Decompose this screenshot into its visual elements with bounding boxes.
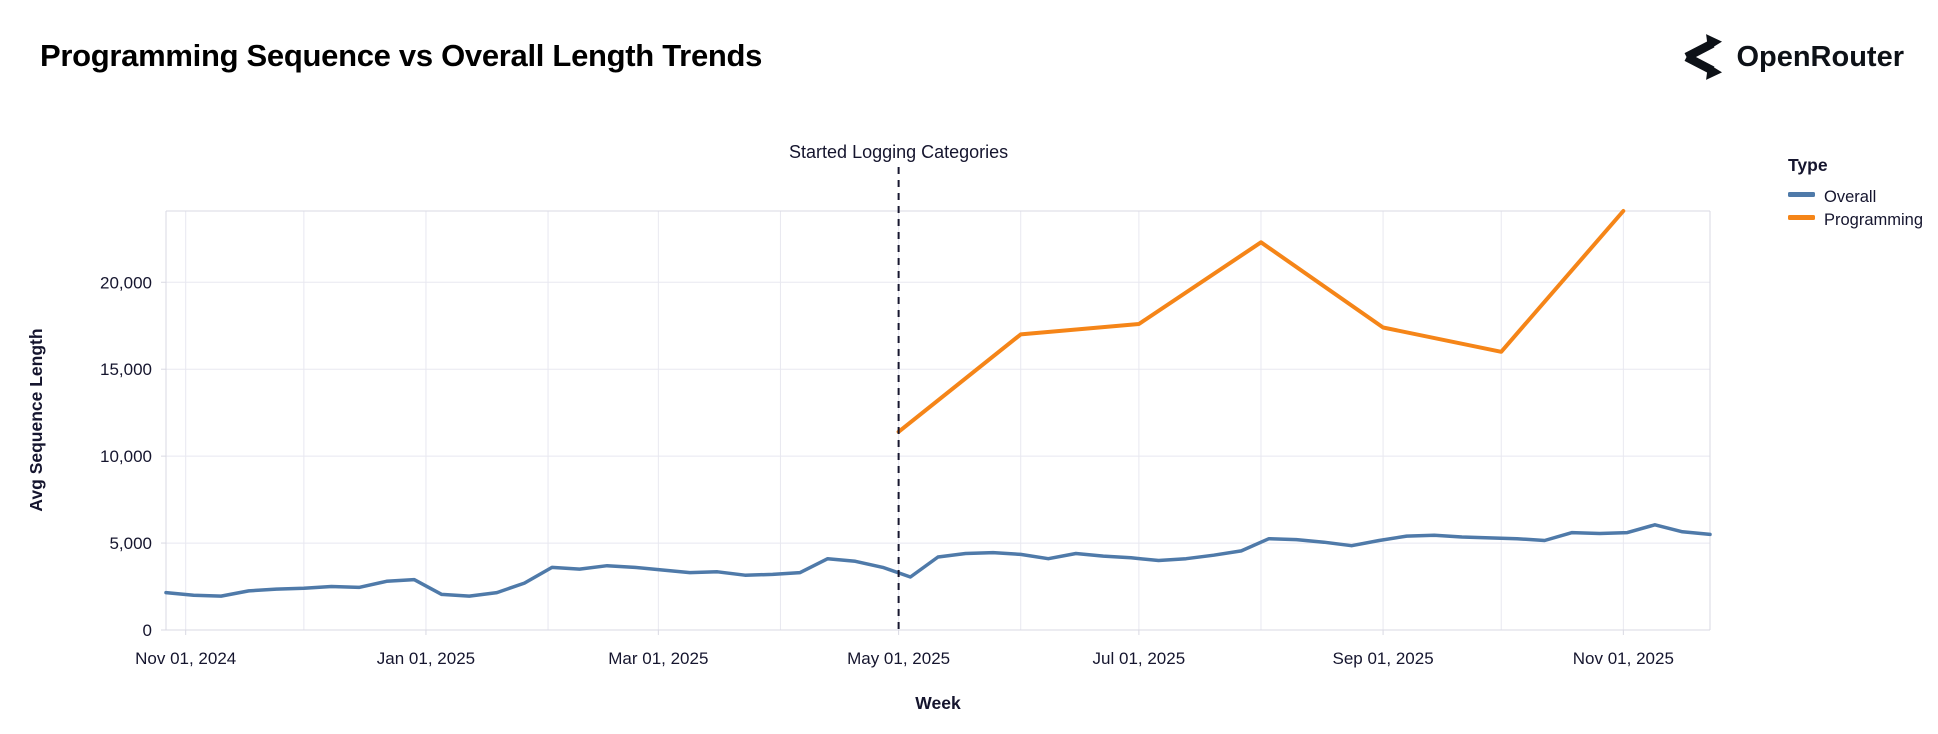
y-axis-title: Avg Sequence Length bbox=[26, 328, 46, 511]
y-tick-label: 5,000 bbox=[109, 534, 152, 553]
legend-label-programming: Programming bbox=[1824, 211, 1923, 229]
annotation-layer: Started Logging Categories bbox=[789, 142, 1008, 630]
x-axis-title: Week bbox=[915, 693, 961, 713]
page-title: Programming Sequence vs Overall Length T… bbox=[40, 38, 763, 73]
x-tick-label: Nov 01, 2024 bbox=[135, 649, 236, 668]
legend-swatch-programming bbox=[1788, 215, 1815, 220]
brand-name: OpenRouter bbox=[1736, 40, 1904, 73]
openrouter-logo-icon bbox=[1684, 34, 1723, 80]
x-tick-label: Sep 01, 2025 bbox=[1333, 649, 1434, 668]
grid-layer bbox=[166, 211, 1710, 630]
axis-layer: Nov 01, 2024 Jan 01, 2025 Mar 01, 2025 May … bbox=[100, 210, 1711, 668]
page-header: Programming Sequence vs Overall Length T… bbox=[0, 0, 1938, 110]
x-tick-label: Nov 01, 2025 bbox=[1573, 649, 1674, 668]
y-tick-label: 0 bbox=[143, 621, 152, 640]
y-tick-label: 20,000 bbox=[100, 273, 152, 292]
legend-label-overall: Overall bbox=[1824, 188, 1876, 206]
annotation-label: Started Logging Categories bbox=[789, 142, 1008, 162]
x-tick-label: May 01, 2025 bbox=[847, 649, 950, 668]
x-tick-label: Jul 01, 2025 bbox=[1093, 649, 1186, 668]
x-tick-label: Mar 01, 2025 bbox=[608, 649, 708, 668]
series-line-overall bbox=[164, 523, 1712, 598]
legend-title: Type bbox=[1788, 155, 1828, 175]
legend: Type Overall Programming bbox=[1788, 155, 1923, 229]
series-line-programming bbox=[896, 209, 1626, 434]
y-tick-label: 15,000 bbox=[100, 360, 152, 379]
y-tick-label: 10,000 bbox=[100, 447, 152, 466]
legend-swatch-overall bbox=[1788, 192, 1815, 197]
series-layer bbox=[164, 209, 1712, 598]
x-tick-label: Jan 01, 2025 bbox=[377, 649, 475, 668]
openrouter-logo[interactable]: OpenRouter bbox=[1676, 34, 1904, 80]
